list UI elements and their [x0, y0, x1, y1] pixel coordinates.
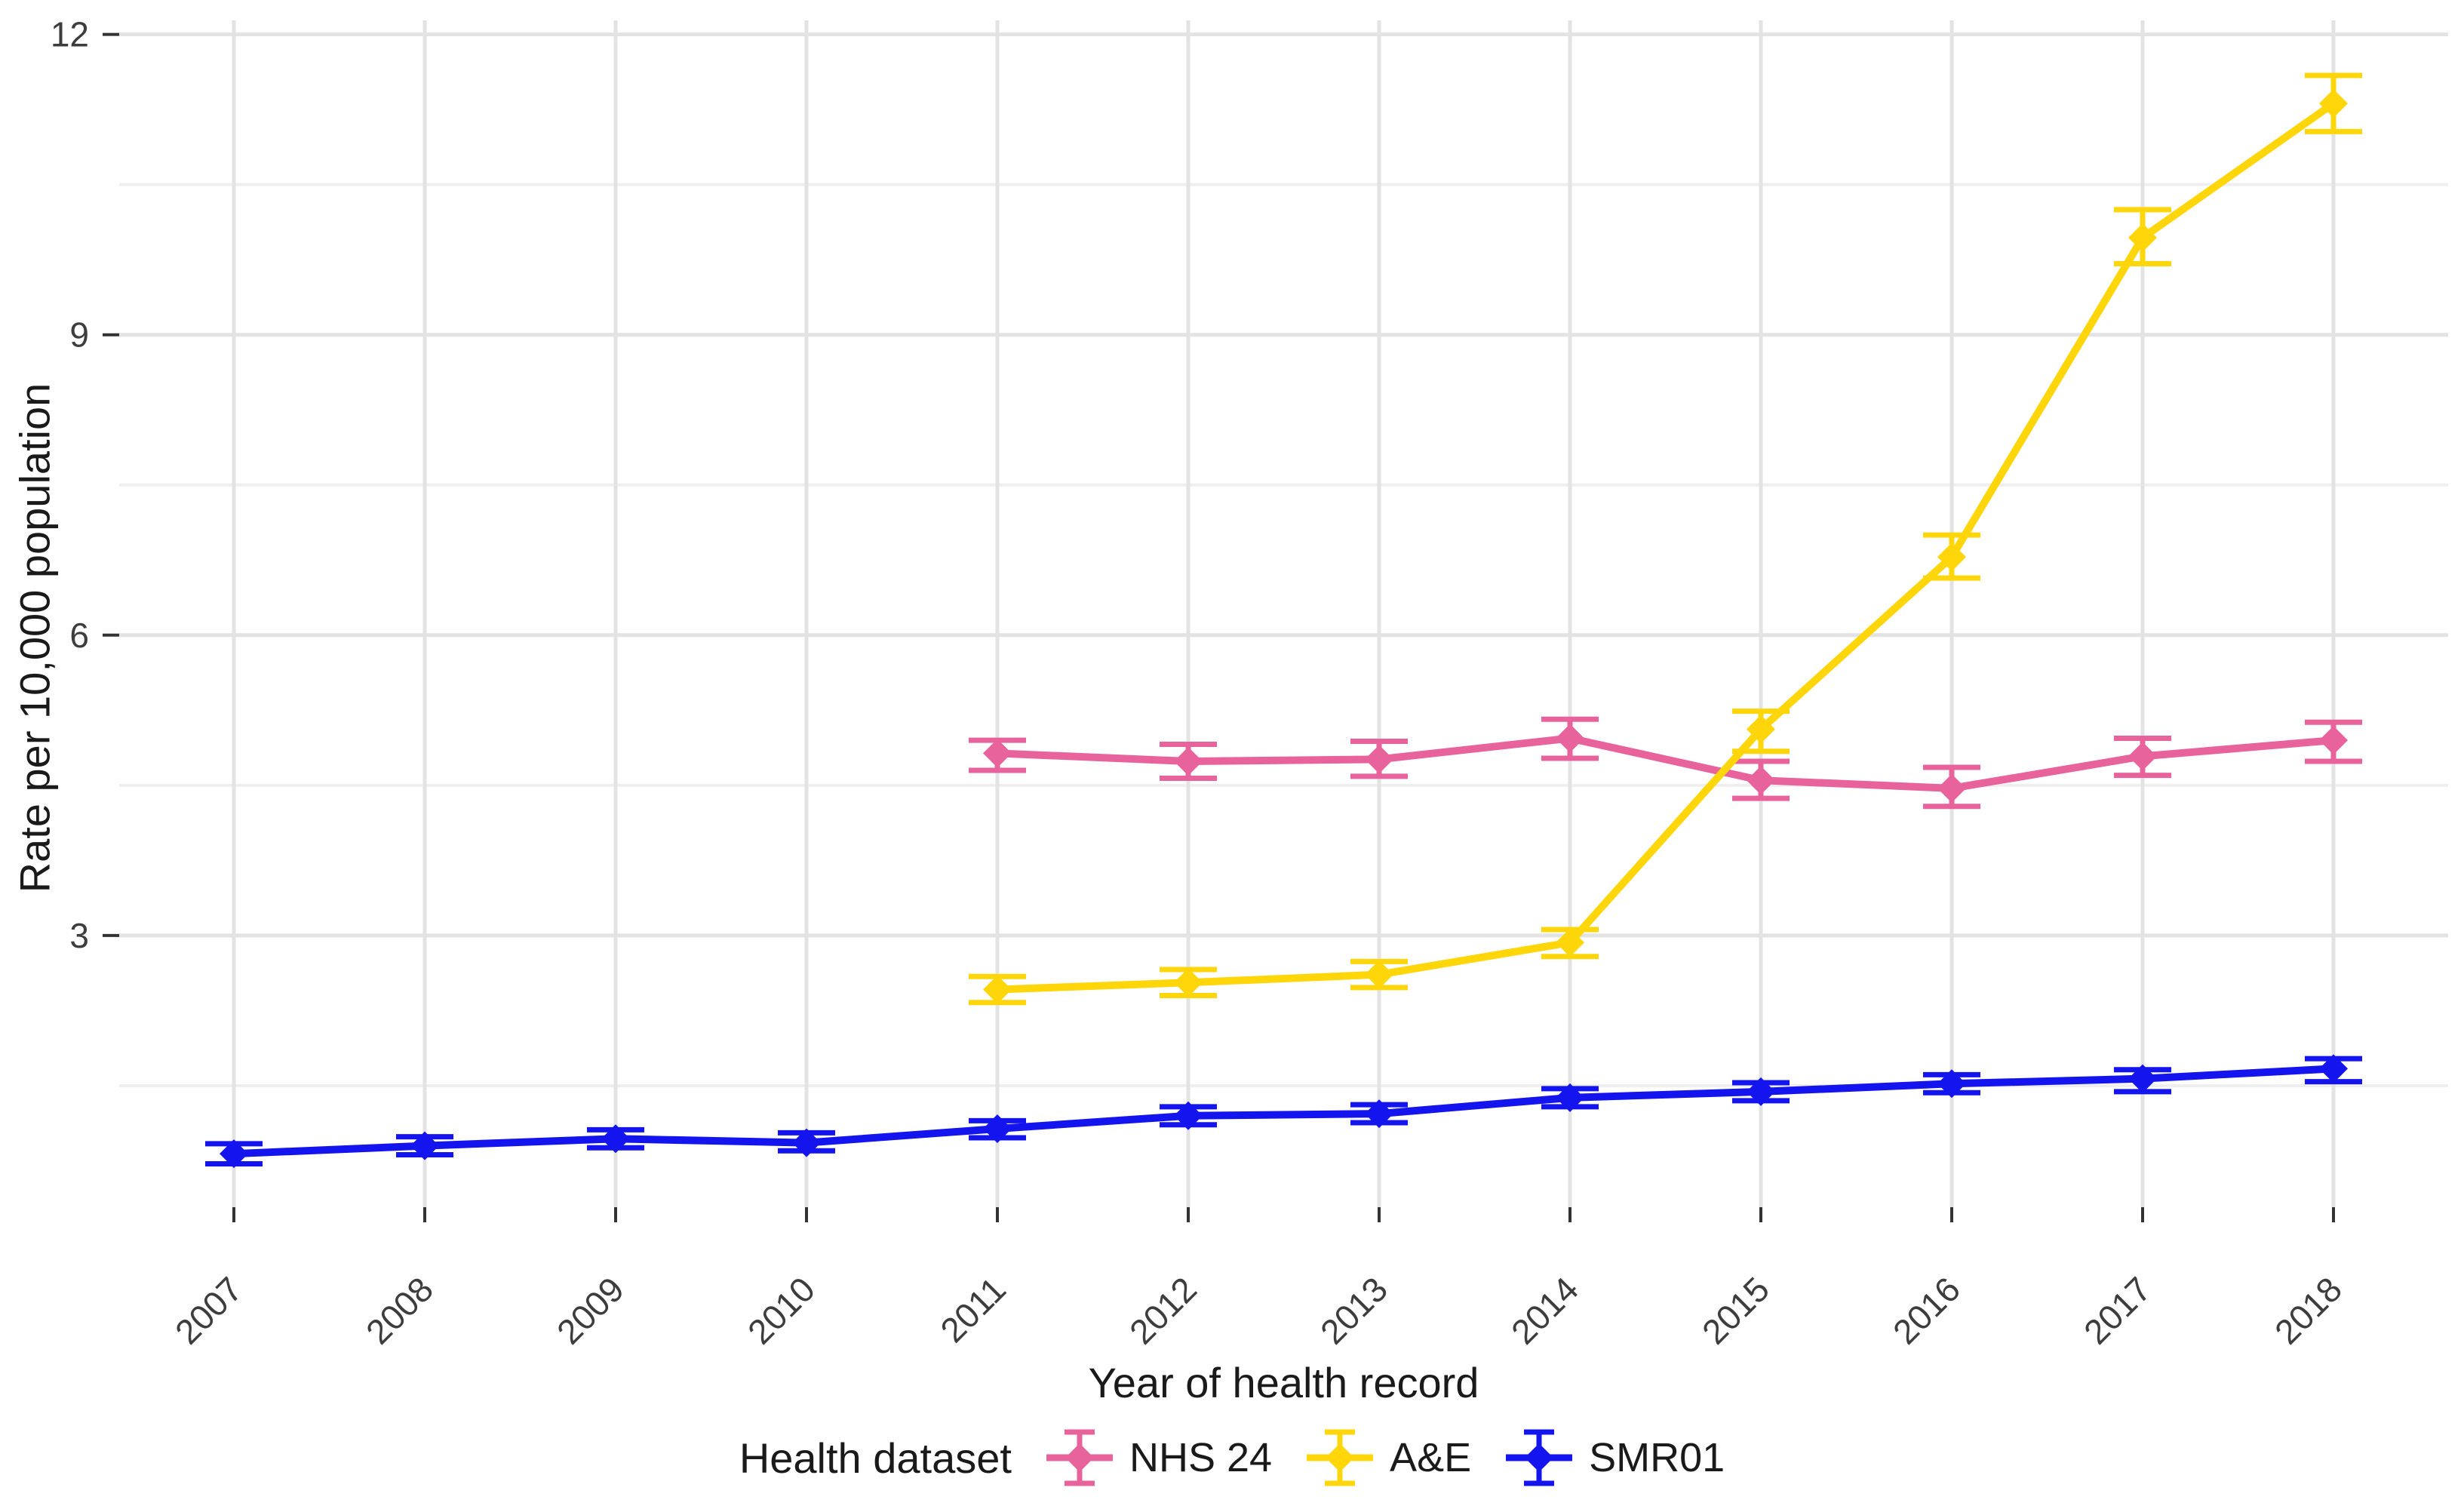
data-point-diamond: [1556, 1083, 1584, 1112]
legend-key-icon: [1046, 1429, 1113, 1486]
x-tick-label: 2014: [1504, 1269, 1586, 1351]
x-tick-label: 2009: [549, 1269, 631, 1351]
data-point-diamond: [2319, 726, 2348, 755]
y-tick-label: 9: [69, 315, 89, 355]
data-point-diamond: [1937, 542, 1966, 572]
data-point-diamond: [2128, 1064, 2157, 1093]
data-point-diamond: [1556, 724, 1584, 753]
data-point-diamond: [1747, 766, 1775, 795]
x-tick-label: 2013: [1313, 1269, 1395, 1351]
x-tick-label: 2017: [2076, 1269, 2158, 1351]
x-tick-label: 2015: [1694, 1269, 1777, 1351]
x-tick-label: 2008: [358, 1269, 441, 1351]
x-tick-label: 2012: [1122, 1269, 1204, 1351]
data-point-diamond: [1556, 928, 1584, 957]
x-axis-title: Year of health record: [1088, 1359, 1479, 1406]
data-point-diamond: [983, 739, 1012, 768]
y-axis-title: Rate per 10,000 population: [11, 383, 59, 893]
data-point-diamond: [792, 1128, 821, 1157]
series-line: [997, 734, 2334, 792]
data-point-diamond: [1174, 747, 1203, 776]
data-point-diamond: [1174, 1101, 1203, 1130]
data-point-diamond: [1937, 1069, 1966, 1099]
data-point-diamond: [1365, 960, 1393, 989]
legend-item: SMR01: [1504, 1423, 1725, 1492]
x-tick-label: 2010: [740, 1269, 822, 1351]
legend-key-icon: [1506, 1429, 1573, 1486]
y-tick-label: 6: [69, 616, 89, 655]
legend: Health dataset NHS 24 A&E SMR01: [0, 1412, 2464, 1503]
data-point-diamond: [1365, 1099, 1393, 1129]
data-point-diamond: [220, 1139, 248, 1169]
x-tick-label: 2007: [167, 1269, 250, 1351]
series-line: [997, 100, 2336, 994]
series-line: [233, 1065, 2334, 1158]
legend-title: Health dataset: [739, 1434, 1012, 1482]
y-tick-label: 12: [51, 15, 89, 54]
x-tick-label: 2016: [1885, 1269, 1968, 1351]
data-point-diamond: [1365, 745, 1393, 774]
legend-key-icon: [1307, 1429, 1374, 1486]
data-point-diamond: [983, 975, 1012, 1004]
data-point-diamond: [601, 1124, 630, 1154]
data-point-diamond: [983, 1114, 1012, 1144]
legend-item: A&E: [1305, 1423, 1471, 1492]
data-point-diamond: [1937, 773, 1966, 803]
data-point-diamond: [2319, 1054, 2348, 1083]
data-point-diamond: [2319, 89, 2348, 118]
legend-item-label: A&E: [1390, 1435, 1472, 1480]
data-point-diamond: [2128, 742, 2157, 771]
y-tick-label: 3: [69, 916, 89, 955]
data-point-diamond: [1747, 1077, 1775, 1106]
x-tick-label: 2018: [2267, 1269, 2349, 1351]
data-point-diamond: [1747, 715, 1775, 744]
legend-item-label: SMR01: [1589, 1435, 1725, 1480]
data-point-diamond: [2128, 223, 2157, 252]
legend-item-label: NHS 24: [1129, 1435, 1273, 1480]
x-tick-label: 2011: [932, 1269, 1013, 1350]
data-point-diamond: [410, 1131, 439, 1160]
data-point-diamond: [1174, 968, 1203, 997]
legend-item: NHS 24: [1045, 1423, 1272, 1492]
